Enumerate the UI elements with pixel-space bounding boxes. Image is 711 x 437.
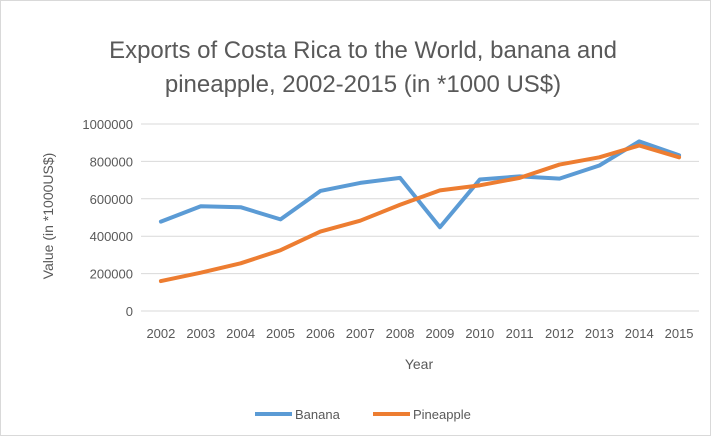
x-tick-label: 2012 <box>545 326 574 341</box>
x-tick-label: 2014 <box>625 326 654 341</box>
x-tick-label: 2003 <box>186 326 215 341</box>
legend-label-pineapple: Pineapple <box>413 407 471 422</box>
chart-title-line-1: Exports of Costa Rica to the World, bana… <box>109 37 617 64</box>
legend-label-banana: Banana <box>295 407 341 422</box>
y-tick-label: 800000 <box>90 154 133 169</box>
x-tick-label: 2013 <box>585 326 614 341</box>
series-line-banana <box>161 141 679 227</box>
legend: Banana Pineapple <box>255 407 471 422</box>
x-tick-label: 2010 <box>465 326 494 341</box>
chart-title-line-2: pineapple, 2002-2015 (in *1000 US$) <box>165 71 561 98</box>
y-tick-label: 1000000 <box>82 117 133 132</box>
x-axis-label: Year <box>405 356 434 372</box>
y-axis-label: Value (in *1000US$) <box>40 153 56 280</box>
y-tick-label: 200000 <box>90 267 133 282</box>
y-tick-label: 600000 <box>90 192 133 207</box>
x-tick-label: 2011 <box>506 326 534 341</box>
y-axis-ticks: 0 200000 400000 600000 800000 1000000 <box>82 117 133 319</box>
series-lines <box>161 141 679 281</box>
x-tick-label: 2007 <box>346 326 375 341</box>
y-tick-label: 0 <box>126 304 133 319</box>
x-tick-label: 2004 <box>226 326 255 341</box>
x-tick-label: 2009 <box>425 326 454 341</box>
x-axis-ticks: 2002 2003 2004 2005 2006 2007 2008 2009 2010 2011… <box>146 326 693 341</box>
x-tick-label: 2005 <box>266 326 295 341</box>
x-tick-label: 2015 <box>665 326 694 341</box>
y-tick-label: 400000 <box>90 229 133 244</box>
x-tick-label: 2008 <box>386 326 415 341</box>
x-tick-label: 2006 <box>306 326 335 341</box>
x-tick-label: 2002 <box>146 326 175 341</box>
